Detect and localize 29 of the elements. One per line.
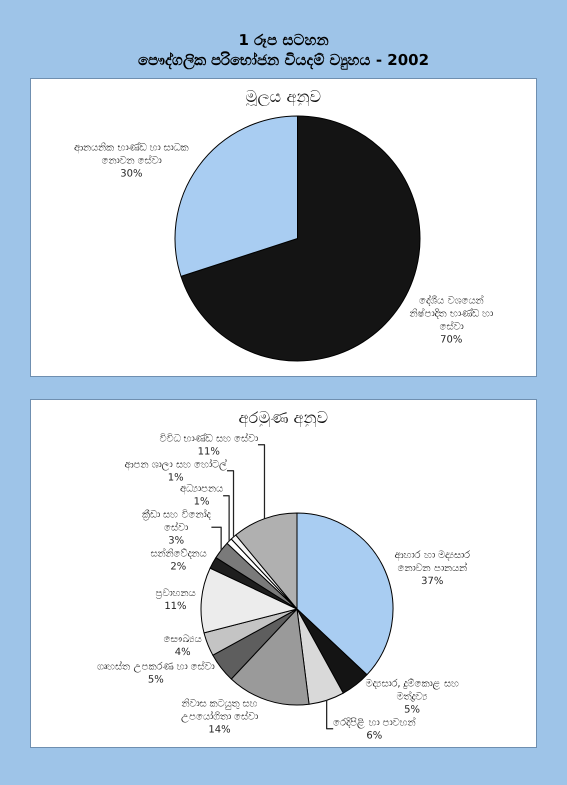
data-label: 4% bbox=[174, 646, 191, 658]
data-label: 70% bbox=[440, 334, 462, 346]
data-label: 1% bbox=[168, 472, 184, 484]
data-label: 6% bbox=[366, 730, 382, 742]
data-label: 37% bbox=[421, 576, 444, 587]
slice-label: රෙදිපිළි හා පාවහන් bbox=[333, 716, 416, 729]
slice-label: ක්‍රීඩා සහ විනෝද සේවා bbox=[142, 508, 212, 534]
data-label: 1% bbox=[194, 496, 210, 508]
data-label: 2% bbox=[170, 562, 186, 573]
slice-label: අධ්‍යාපනය bbox=[180, 484, 224, 495]
data-label: 14% bbox=[208, 724, 231, 736]
slice-label: දේශීය වශයෙන් නිෂ්පාදිත භාණ්ඩ හා සේවා bbox=[410, 293, 493, 332]
slice-label: සෞඛ්‍යය bbox=[164, 634, 202, 645]
slice-label: ආපන ශාලා සහ හෝටල් bbox=[124, 458, 228, 471]
data-label: 30% bbox=[120, 168, 142, 180]
data-label: 5% bbox=[148, 674, 164, 686]
data-label: 11% bbox=[164, 600, 187, 612]
data-label: 5% bbox=[404, 704, 420, 716]
data-label: 11% bbox=[198, 446, 220, 458]
slice-label: මද්‍යසාර, දුම්කොළ සහ මත්ද්‍රව්‍ය bbox=[365, 678, 459, 703]
chart-title: 1 රූප සටහන පෞද්ගලික පරිභෝජන වියදම් ව්‍යුහය - 2002 bbox=[136, 30, 430, 72]
slice-label: සන්නිවේදනය bbox=[150, 546, 206, 560]
slice-label: ආහාර හා මද්‍යසාර නොවන පානයන් bbox=[394, 548, 470, 574]
slice-label: නිවාස කටයුතු සහ උපයෝගිතා සේවා bbox=[180, 698, 258, 723]
slice-label: විවිධ භාණ්ඩ සහ සේවා bbox=[159, 432, 258, 445]
slice-label: ගෘහස්ත උපකරණ හා සේවා bbox=[97, 660, 215, 673]
data-label: 3% bbox=[168, 536, 184, 547]
slice-label: ආනයනික භාණ්ඩ හා සාධක නොවන සේවා bbox=[74, 140, 189, 166]
slice-label: ප්‍රවාහනය bbox=[155, 588, 196, 599]
